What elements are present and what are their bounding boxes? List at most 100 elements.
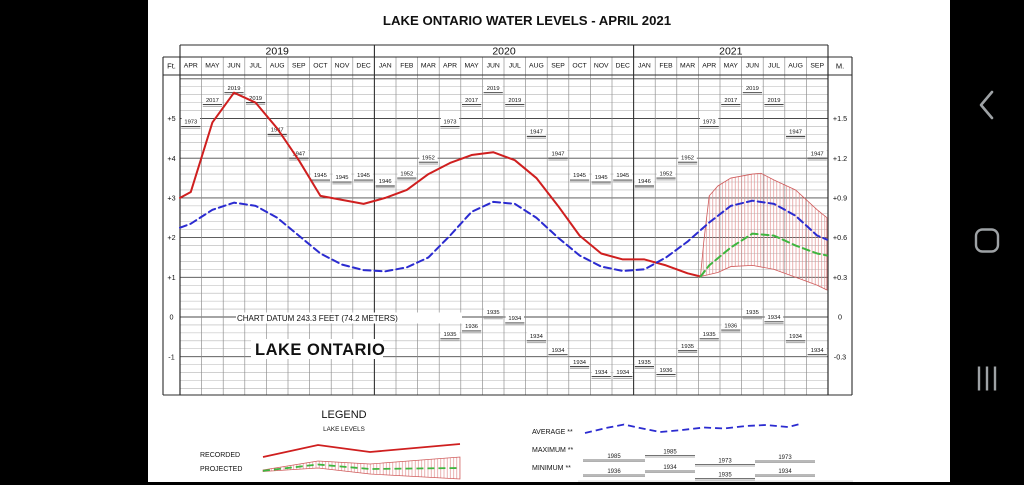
svg-text:1952: 1952 xyxy=(681,155,694,161)
legend-average-label: AVERAGE ** xyxy=(532,429,573,436)
svg-text:DEC: DEC xyxy=(616,63,630,70)
svg-text:SEP: SEP xyxy=(551,63,565,70)
svg-text:1973: 1973 xyxy=(778,455,792,461)
svg-text:FEB: FEB xyxy=(659,63,673,70)
svg-text:JUN: JUN xyxy=(746,63,759,70)
svg-text:APR: APR xyxy=(702,63,716,70)
svg-text:2017: 2017 xyxy=(206,98,219,104)
svg-text:OCT: OCT xyxy=(313,63,327,70)
svg-text:+2: +2 xyxy=(167,233,175,242)
lake-name-label: LAKE ONTARIO xyxy=(255,341,385,359)
legend-minimum-label: MINIMUM ** xyxy=(532,465,571,472)
letterbox-left xyxy=(0,0,148,485)
svg-text:+4: +4 xyxy=(167,154,175,163)
svg-text:1935: 1935 xyxy=(638,360,651,366)
svg-text:1935: 1935 xyxy=(703,332,716,338)
svg-text:MAR: MAR xyxy=(680,63,695,70)
svg-text:1934: 1934 xyxy=(663,465,677,471)
svg-text:JUN: JUN xyxy=(487,63,500,70)
home-button[interactable] xyxy=(974,227,1001,254)
screen-bottom-edge xyxy=(0,482,1024,485)
svg-text:1936: 1936 xyxy=(724,323,737,329)
svg-text:2019: 2019 xyxy=(249,96,262,102)
svg-text:+0.9: +0.9 xyxy=(833,194,847,203)
svg-text:2019: 2019 xyxy=(746,86,759,92)
svg-text:1945: 1945 xyxy=(357,173,370,179)
legend-projected-label: PROJECTED xyxy=(200,466,242,473)
svg-text:0: 0 xyxy=(838,313,842,322)
page-title: LAKE ONTARIO WATER LEVELS - APRIL 2021 xyxy=(383,13,671,28)
chart-annotations: CHART DATUM 243.3 FEET (74.2 METERS) LAKE… xyxy=(236,312,462,359)
svg-text:FEB: FEB xyxy=(400,63,414,70)
svg-text:2019: 2019 xyxy=(266,46,290,58)
svg-text:DEC: DEC xyxy=(356,63,370,70)
svg-text:JUN: JUN xyxy=(227,63,240,70)
svg-text:1945: 1945 xyxy=(595,175,608,181)
legend-projected-sample xyxy=(262,463,461,472)
average-line xyxy=(179,199,828,273)
svg-text:1985: 1985 xyxy=(607,454,621,460)
svg-text:NOV: NOV xyxy=(594,63,609,70)
svg-text:1934: 1934 xyxy=(768,315,782,321)
svg-text:AUG: AUG xyxy=(788,63,803,70)
recents-icon xyxy=(977,366,997,391)
svg-text:1934: 1934 xyxy=(595,370,609,376)
svg-text:JUL: JUL xyxy=(250,63,262,70)
svg-text:AUG: AUG xyxy=(529,63,544,70)
back-button[interactable] xyxy=(977,89,997,121)
svg-text:1946: 1946 xyxy=(638,179,651,185)
svg-text:1973: 1973 xyxy=(184,120,197,126)
legend-graphics: LEGEND LAKE LEVELS RECORDED PROJECTED AV… xyxy=(200,409,853,482)
water-levels-chart: LAKE ONTARIO WATER LEVELS - APRIL 2021 1… xyxy=(162,13,853,482)
minimum-markers: 1935 1936 1935 1934 1934 1934 1934 1934 1934 1935… xyxy=(440,308,827,379)
svg-text:1973: 1973 xyxy=(444,120,457,126)
svg-text:1935: 1935 xyxy=(718,473,732,479)
chart-datum-note: CHART DATUM 243.3 FEET (74.2 METERS) xyxy=(237,314,398,323)
document-page[interactable]: LAKE ONTARIO WATER LEVELS - APRIL 2021 1… xyxy=(148,0,950,482)
svg-text:1934: 1934 xyxy=(530,334,544,340)
svg-text:1947: 1947 xyxy=(552,151,565,157)
svg-text:1934: 1934 xyxy=(616,370,630,376)
legend-projected-band-sample xyxy=(262,456,461,480)
svg-text:2019: 2019 xyxy=(768,98,781,104)
svg-text:+1.5: +1.5 xyxy=(833,114,847,123)
level-lines xyxy=(179,91,828,278)
maximum-markers: 1973 2017 2019 2019 1947 1947 1945 1945 1945 1946… xyxy=(181,83,827,189)
svg-text:1947: 1947 xyxy=(271,128,284,134)
svg-text:2019: 2019 xyxy=(487,86,500,92)
svg-text:1934: 1934 xyxy=(508,316,522,322)
svg-text:OCT: OCT xyxy=(572,63,586,70)
svg-text:1952: 1952 xyxy=(400,171,413,177)
svg-text:1952: 1952 xyxy=(660,171,673,177)
svg-text:1973: 1973 xyxy=(703,120,716,126)
svg-text:2020: 2020 xyxy=(492,46,516,58)
svg-text:+1: +1 xyxy=(167,273,175,282)
back-chevron-icon xyxy=(979,90,994,120)
android-navbar xyxy=(950,0,1024,485)
svg-text:1945: 1945 xyxy=(616,173,629,179)
svg-text:NOV: NOV xyxy=(335,63,350,70)
footnote-faint-line xyxy=(578,480,853,482)
svg-text:-0.3: -0.3 xyxy=(834,352,846,361)
svg-text:2019: 2019 xyxy=(508,98,521,104)
svg-text:MAY: MAY xyxy=(205,63,220,70)
chart-table: 2019 APR MAY JUN JUL AUG SEP OCT NOV DEC 2020 JAN FE… xyxy=(162,44,853,396)
svg-text:1973: 1973 xyxy=(718,459,732,465)
svg-text:JUL: JUL xyxy=(509,63,521,70)
legend-title: LEGEND xyxy=(321,409,366,421)
svg-text:SEP: SEP xyxy=(292,63,306,70)
recents-button[interactable] xyxy=(976,365,998,392)
svg-text:1935: 1935 xyxy=(681,344,694,350)
svg-text:-1: -1 xyxy=(168,352,174,361)
svg-text:SEP: SEP xyxy=(810,63,824,70)
svg-text:1952: 1952 xyxy=(422,155,435,161)
svg-text:1934: 1934 xyxy=(789,334,803,340)
svg-text:JAN: JAN xyxy=(379,63,392,70)
svg-text:APR: APR xyxy=(184,63,198,70)
svg-text:1934: 1934 xyxy=(778,469,792,475)
svg-text:2017: 2017 xyxy=(724,98,737,104)
svg-text:1947: 1947 xyxy=(789,130,802,136)
svg-text:1985: 1985 xyxy=(663,450,677,456)
svg-text:1936: 1936 xyxy=(465,324,478,330)
